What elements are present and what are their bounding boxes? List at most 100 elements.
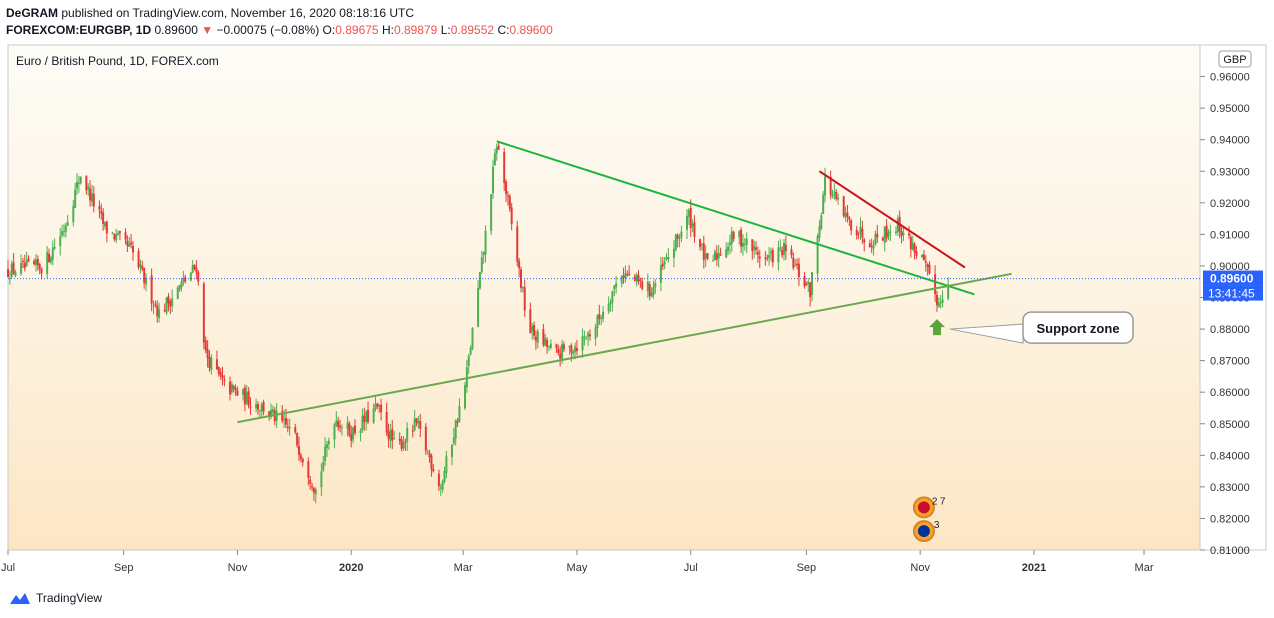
ohlc-row: FOREXCOM:EURGBP, 1D 0.89600 ▼ −0.00075 (… — [6, 23, 553, 37]
candle-down — [353, 425, 356, 433]
candle-down — [570, 345, 573, 353]
candle-down — [628, 273, 631, 275]
open-value: 0.89675 — [335, 23, 379, 37]
candle-down — [676, 235, 679, 239]
x-tick-label: Jul — [684, 562, 698, 574]
candle-up — [324, 446, 327, 461]
candle-down — [301, 458, 304, 463]
badge-count-3: 3 — [934, 520, 940, 531]
candle-up — [678, 237, 681, 239]
candle-up — [947, 285, 950, 299]
candle-down — [846, 212, 849, 217]
candle-down — [193, 264, 196, 269]
y-tick-label: 0.88000 — [1210, 324, 1250, 336]
candle-up — [674, 234, 677, 250]
candle-down — [437, 473, 440, 487]
candle-up — [171, 298, 174, 307]
candle-up — [717, 252, 720, 259]
candle-down — [857, 233, 860, 235]
candle-up — [271, 409, 274, 413]
countdown-value: 13:41:45 — [1208, 287, 1255, 301]
candle-down — [641, 281, 644, 289]
candle-down — [622, 275, 625, 278]
publisher-name: DeGRAM — [6, 6, 59, 20]
candle-down — [12, 262, 15, 274]
footer-brand[interactable]: TradingView — [36, 591, 103, 605]
y-tick-label: 0.91000 — [1210, 229, 1250, 241]
candle-down — [771, 249, 774, 263]
candle-down — [508, 195, 511, 209]
candle-down — [23, 263, 26, 269]
candle-up — [452, 437, 455, 444]
candle-down — [247, 391, 250, 406]
candle-up — [484, 230, 487, 255]
candle-down — [126, 240, 129, 246]
candle-down — [232, 386, 235, 389]
candle-up — [941, 299, 944, 304]
candle-down — [268, 411, 271, 416]
candle-up — [393, 437, 396, 439]
candle-down — [913, 244, 916, 253]
candle-up — [635, 274, 638, 282]
candle-up — [741, 242, 744, 247]
candle-down — [118, 231, 121, 233]
candle-up — [467, 355, 470, 366]
candle-up — [270, 409, 273, 418]
candle-up — [777, 247, 780, 263]
candle-down — [312, 487, 315, 493]
chart-title: Euro / British Pound, 1D, FOREX.com — [16, 54, 219, 68]
candle-down — [835, 191, 838, 199]
candle-up — [561, 344, 564, 360]
candle-up — [61, 231, 64, 236]
candle-down — [790, 249, 793, 256]
candle-up — [594, 327, 597, 339]
y-tick-label: 0.86000 — [1210, 387, 1250, 399]
candle-up — [275, 411, 278, 421]
candle-up — [34, 259, 37, 266]
candle-down — [557, 349, 560, 354]
support-zone-label: Support zone — [1037, 321, 1120, 336]
candle-up — [426, 451, 429, 453]
candle-up — [921, 254, 924, 257]
candle-down — [337, 421, 340, 428]
candle-down — [380, 404, 383, 413]
candle-up — [176, 287, 179, 299]
badge-count-2: 2 — [932, 496, 938, 507]
candle-down — [693, 222, 696, 237]
candle-up — [104, 222, 107, 227]
candle-down — [378, 404, 381, 406]
candle-down — [184, 277, 187, 282]
candle-down — [589, 334, 592, 337]
candle-down — [102, 212, 105, 224]
candle-down — [555, 344, 558, 349]
candle-down — [732, 231, 735, 240]
candle-up — [53, 246, 56, 249]
candle-up — [77, 182, 80, 184]
candle-down — [881, 237, 884, 241]
candle-down — [398, 438, 401, 441]
candle-down — [92, 194, 95, 207]
candle-up — [469, 347, 472, 355]
candle-up — [490, 194, 493, 231]
candle-up — [824, 176, 827, 196]
candle-up — [66, 221, 69, 226]
candle-down — [367, 409, 370, 422]
candle-up — [833, 191, 836, 193]
symbol-label: FOREXCOM:EURGBP, 1D — [6, 23, 152, 37]
candle-up — [180, 281, 183, 288]
candle-up — [872, 245, 875, 249]
candle-up — [844, 213, 847, 218]
candle-up — [189, 272, 192, 281]
candle-down — [197, 272, 200, 282]
candle-up — [260, 404, 263, 412]
candle-up — [607, 303, 610, 312]
candle-down — [281, 411, 284, 421]
close-value: 0.89600 — [509, 23, 553, 37]
candle-down — [926, 264, 929, 267]
rising-support-line — [237, 272, 1012, 424]
candle-up — [743, 244, 746, 246]
candle-up — [258, 410, 261, 412]
candle-down — [169, 301, 172, 307]
candle-up — [115, 233, 118, 241]
